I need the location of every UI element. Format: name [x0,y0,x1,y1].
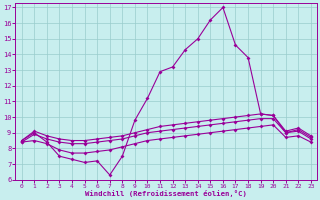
X-axis label: Windchill (Refroidissement éolien,°C): Windchill (Refroidissement éolien,°C) [85,190,247,197]
